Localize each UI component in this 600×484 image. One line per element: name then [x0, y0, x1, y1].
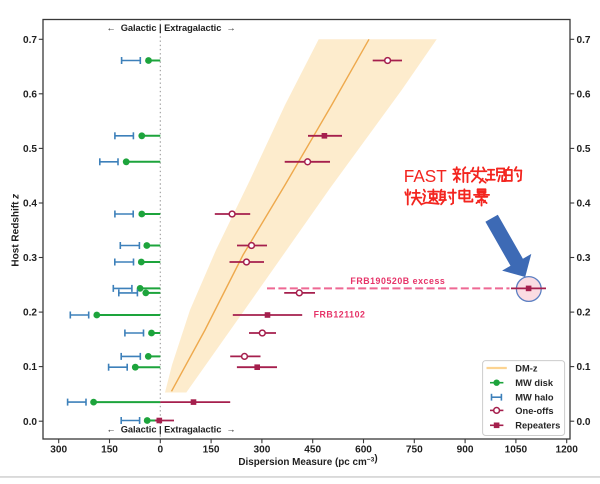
svg-text:0.4: 0.4 — [23, 199, 37, 210]
svg-text:0.0: 0.0 — [23, 417, 37, 428]
svg-text:300: 300 — [50, 444, 67, 455]
svg-text:0.7: 0.7 — [23, 35, 37, 46]
svg-text:DM-z: DM-z — [515, 363, 538, 373]
svg-text:0.0: 0.0 — [577, 417, 591, 428]
svg-text:0.1: 0.1 — [23, 362, 37, 373]
svg-text:450: 450 — [304, 444, 321, 455]
svg-text:MW disk: MW disk — [515, 378, 554, 388]
svg-text:FRB190520B excess: FRB190520B excess — [350, 276, 445, 286]
svg-text:0.3: 0.3 — [23, 253, 37, 264]
svg-text:0.6: 0.6 — [577, 89, 591, 100]
svg-text:One-offs: One-offs — [515, 406, 553, 416]
svg-text:0.2: 0.2 — [577, 308, 591, 319]
svg-text:FRB121102: FRB121102 — [314, 310, 366, 320]
svg-text:150: 150 — [203, 444, 220, 455]
svg-text:0.4: 0.4 — [577, 199, 591, 210]
svg-text:MW halo: MW halo — [515, 393, 554, 403]
svg-text:0.6: 0.6 — [23, 89, 37, 100]
svg-text:0.5: 0.5 — [23, 144, 37, 155]
svg-text:1050: 1050 — [505, 444, 528, 455]
svg-text:900: 900 — [457, 444, 474, 455]
svg-text:FAST: FAST — [404, 166, 447, 186]
svg-text:← Galactic | Extragalactic →: ← Galactic | Extragalactic → — [106, 425, 235, 435]
svg-text:1200: 1200 — [555, 444, 578, 455]
svg-text:Dispersion Measure (pc cm−3): Dispersion Measure (pc cm−3) — [238, 453, 377, 468]
svg-text:0.7: 0.7 — [577, 35, 591, 46]
svg-text:0.5: 0.5 — [577, 144, 591, 155]
svg-text:Host Redshift z: Host Redshift z — [10, 194, 21, 267]
svg-text:0.1: 0.1 — [577, 362, 591, 373]
svg-text:Repeaters: Repeaters — [515, 421, 560, 431]
svg-text:0: 0 — [157, 444, 163, 455]
svg-text:300: 300 — [253, 444, 270, 455]
svg-text:600: 600 — [355, 444, 372, 455]
svg-text:0.3: 0.3 — [577, 253, 591, 264]
svg-text:750: 750 — [406, 444, 423, 455]
svg-text:150: 150 — [101, 444, 118, 455]
svg-text:0.2: 0.2 — [23, 308, 37, 319]
svg-text:← Galactic | Extragalactic →: ← Galactic | Extragalactic → — [106, 23, 235, 33]
